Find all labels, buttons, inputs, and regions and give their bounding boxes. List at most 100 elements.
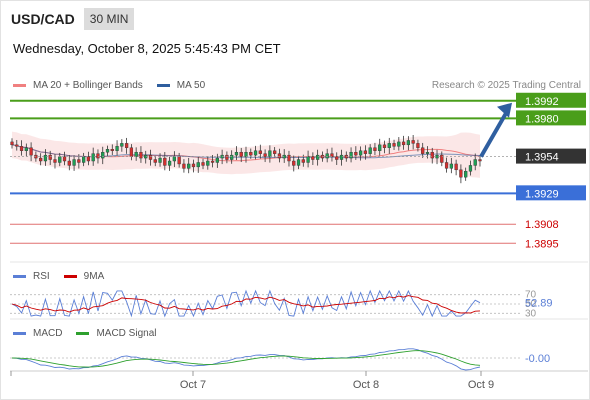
candle (354, 146, 358, 160)
candle-body (387, 143, 391, 148)
timeframe-button[interactable]: 30 MIN (83, 8, 135, 30)
candle-body (382, 144, 387, 148)
candle-body (96, 153, 100, 159)
level-label: 1.3908 (525, 219, 559, 231)
candle (273, 147, 277, 158)
level-current: 1.3954 (10, 148, 586, 164)
candle-body (77, 159, 81, 163)
candle-body (244, 151, 248, 157)
candle (392, 139, 396, 150)
candle-body (177, 156, 181, 165)
candle (72, 155, 76, 171)
legend-swatch-ma20 (13, 84, 26, 87)
candle-body (459, 169, 463, 178)
candle (306, 150, 310, 168)
candle-body (473, 159, 477, 166)
legend-label-9ma: 9MA (83, 271, 105, 282)
candle-body (172, 156, 176, 162)
candle-body (86, 156, 91, 162)
level-resistance: 1.3980 (10, 110, 586, 126)
rsi-value-label: 52.89 (525, 298, 553, 310)
candle-body (421, 147, 425, 154)
level-label: 1.3992 (525, 96, 559, 108)
candle-body (354, 151, 358, 156)
symbol-label: USD/CAD (11, 11, 75, 27)
candle (440, 151, 444, 167)
candle-body (15, 144, 19, 147)
level-label: 1.3929 (525, 188, 559, 200)
legend-label-ma20: MA 20 + Bollinger Bands (33, 80, 143, 91)
candle-body (120, 143, 124, 147)
candle (158, 153, 162, 167)
candle (15, 139, 19, 151)
candle (225, 151, 229, 164)
candle (201, 158, 205, 170)
candle-body (444, 162, 449, 169)
candle-body (225, 154, 229, 160)
candle (287, 150, 291, 167)
candle (96, 149, 100, 164)
candle-body (273, 150, 277, 154)
candle-body (464, 171, 468, 178)
candle-body (316, 154, 320, 160)
candle-body (163, 157, 167, 166)
candle-body (468, 165, 473, 172)
candle-body (206, 160, 210, 166)
candle (167, 156, 172, 171)
candle (48, 150, 52, 165)
candle (249, 148, 253, 159)
candle-body (158, 157, 162, 163)
candle-body (378, 144, 382, 151)
candle (39, 153, 43, 166)
candle (230, 150, 234, 164)
rsi-line (11, 289, 481, 318)
candle (277, 148, 282, 163)
candle-body (397, 141, 401, 147)
legend-swatch-9ma (63, 275, 77, 278)
legend-label-macd: MACD (33, 328, 63, 339)
candle (239, 147, 243, 163)
candle (91, 147, 95, 166)
candle-body (325, 153, 329, 159)
candle (153, 155, 157, 167)
candle-body (81, 156, 86, 163)
candle-body (105, 149, 110, 153)
candle-body (196, 162, 200, 168)
candle-body (53, 159, 57, 163)
candle-body (249, 151, 253, 156)
legend-swatch-ma50 (156, 84, 170, 87)
candle-body (363, 150, 368, 154)
candle (292, 155, 296, 172)
candle (401, 135, 406, 150)
candle (115, 140, 119, 156)
candle-body (392, 143, 396, 147)
rsi-ma-line (11, 295, 481, 314)
candle-body (253, 150, 258, 156)
legend-label-ma50: MA 50 (176, 80, 206, 91)
candle (110, 144, 114, 155)
macd-legend: MACD MACD Signal (13, 328, 156, 339)
candle (358, 146, 363, 161)
candle (373, 142, 377, 155)
candle (182, 159, 186, 173)
candle (397, 137, 401, 151)
candle (406, 136, 410, 151)
candle-body (406, 140, 410, 146)
candle (368, 144, 372, 158)
candle (316, 149, 320, 166)
candle (163, 152, 167, 171)
candle-body (416, 143, 420, 148)
candle-body (411, 140, 415, 144)
candle-body (306, 156, 310, 163)
legend-swatch-macd-signal (76, 332, 90, 335)
candle (378, 138, 382, 156)
candle-body (454, 163, 458, 171)
candle-body (39, 157, 43, 162)
candle (206, 156, 210, 170)
candle (459, 164, 463, 184)
level-label: 1.3895 (525, 238, 559, 250)
candle-body (401, 141, 406, 146)
legend-swatch-rsi (13, 275, 26, 278)
candle-body (10, 141, 14, 146)
